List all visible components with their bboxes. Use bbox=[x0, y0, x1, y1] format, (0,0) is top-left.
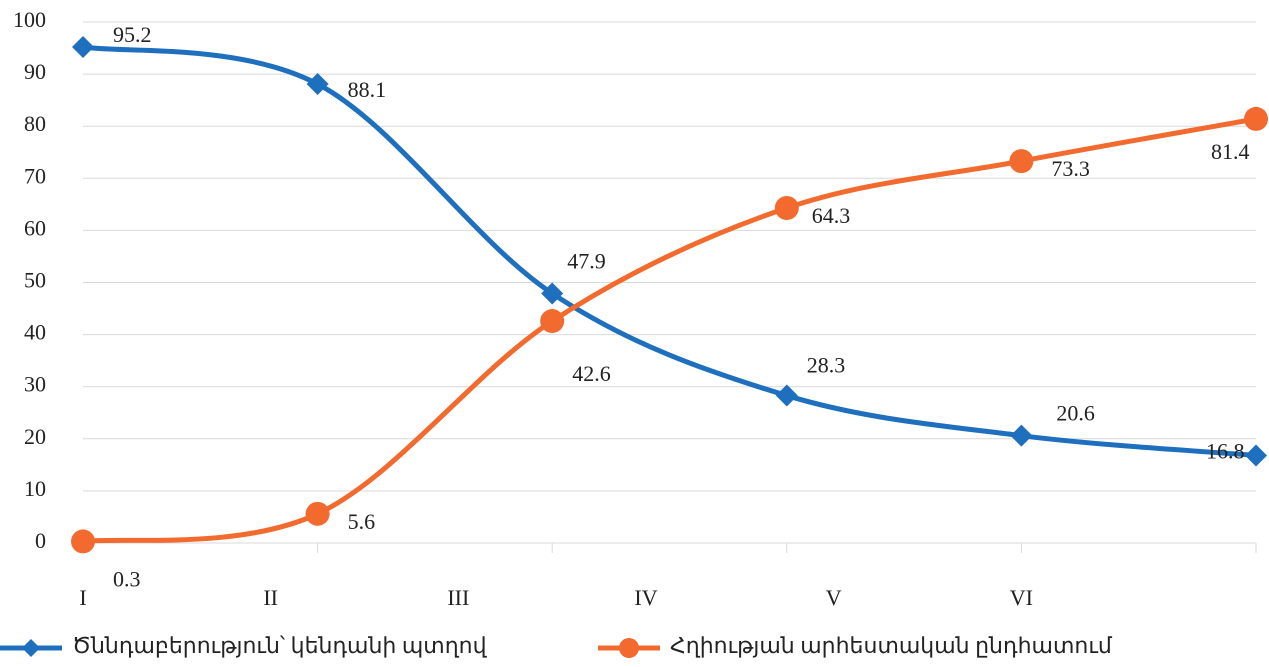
data-label: 28.3 bbox=[807, 353, 846, 378]
legend-label: Հղիության արհեստական ընդհատում bbox=[670, 633, 1113, 658]
series: 95.2 88.1 47.9 28.3 20.6 16.8 bbox=[72, 22, 1267, 467]
series: 0.3 5.6 42.6 64.3 73.3 81.4 bbox=[71, 106, 1268, 591]
y-tick-label: 100 bbox=[13, 7, 46, 32]
x-tick-label: V bbox=[826, 585, 842, 610]
y-tick-label: 80 bbox=[24, 111, 46, 136]
legend-marker bbox=[619, 638, 639, 658]
data-point bbox=[1010, 424, 1033, 447]
data-point bbox=[305, 501, 330, 526]
series-line bbox=[82, 116, 1257, 544]
legend-label: Ծննդաբերություն՝ կենդանի պտղով bbox=[72, 633, 488, 658]
x-tick-label: VI bbox=[1010, 585, 1033, 610]
data-point bbox=[541, 282, 564, 305]
data-label: 88.1 bbox=[348, 77, 387, 102]
x-tick-label: III bbox=[447, 585, 469, 610]
data-point bbox=[306, 72, 329, 95]
data-label: 95.2 bbox=[113, 22, 152, 47]
y-tick-label: 10 bbox=[24, 476, 46, 501]
data-point bbox=[540, 309, 565, 334]
y-tick-label: 50 bbox=[24, 268, 46, 293]
data-label: 81.4 bbox=[1211, 139, 1250, 164]
y-tick-label: 70 bbox=[24, 163, 46, 188]
legend-item: Ծննդաբերություն՝ կենդանի պտղով bbox=[0, 633, 488, 658]
y-tick-label: 90 bbox=[24, 59, 46, 84]
data-label: 73.3 bbox=[1051, 156, 1090, 181]
x-tick-label: I bbox=[79, 585, 86, 610]
data-label: 16.8 bbox=[1206, 439, 1245, 464]
legend-marker bbox=[22, 639, 40, 657]
data-label: 42.6 bbox=[572, 361, 611, 386]
data-label: 20.6 bbox=[1056, 401, 1095, 426]
data-point bbox=[1244, 106, 1268, 131]
data-label: 0.3 bbox=[113, 566, 141, 591]
data-point bbox=[774, 195, 799, 220]
x-tick-label: II bbox=[263, 585, 278, 610]
series-line bbox=[82, 44, 1257, 458]
data-point bbox=[1009, 149, 1034, 174]
y-tick-label: 60 bbox=[24, 215, 46, 240]
y-tick-label: 40 bbox=[24, 320, 46, 345]
legend-item: Հղիության արհեստական ընդհատում bbox=[598, 633, 1113, 658]
data-label: 5.6 bbox=[348, 509, 376, 534]
y-tick-label: 30 bbox=[24, 372, 46, 397]
data-label: 47.9 bbox=[567, 248, 606, 273]
data-point bbox=[1245, 444, 1267, 467]
data-point bbox=[71, 529, 95, 554]
data-label: 64.3 bbox=[812, 203, 851, 228]
x-tick-label: IV bbox=[634, 585, 657, 610]
y-tick-label: 20 bbox=[24, 424, 46, 449]
y-tick-label: 0 bbox=[35, 528, 46, 553]
data-point bbox=[775, 384, 798, 407]
data-point bbox=[72, 36, 94, 59]
